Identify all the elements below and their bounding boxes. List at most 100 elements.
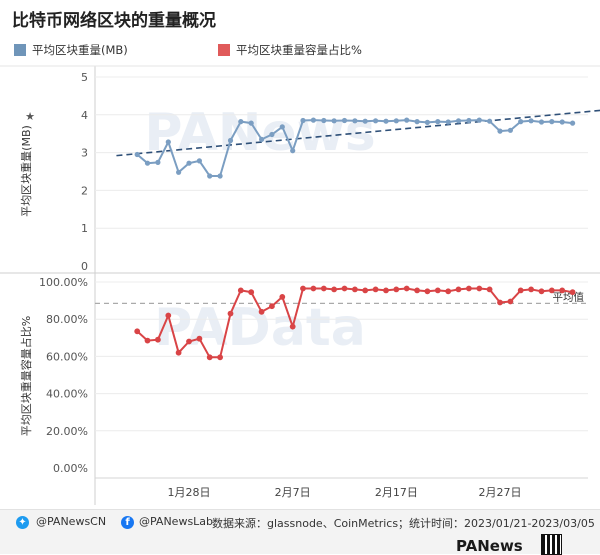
data-point <box>372 286 379 293</box>
data-point <box>310 285 317 292</box>
data-point <box>352 118 358 124</box>
y-axis-title: 平均区块重量容量占比% <box>19 316 33 436</box>
data-point <box>507 127 513 133</box>
data-point <box>134 328 141 335</box>
data-point <box>570 120 576 126</box>
data-point <box>165 139 171 145</box>
data-point <box>487 118 493 124</box>
data-point <box>279 294 286 300</box>
data-point <box>269 131 275 138</box>
data-point <box>507 298 514 305</box>
data-point <box>476 117 482 123</box>
data-point <box>393 286 400 293</box>
data-point <box>248 120 254 126</box>
legend-item-weight[interactable]: 平均区块重量(MB) <box>14 42 128 58</box>
data-point <box>373 118 379 124</box>
data-point <box>227 310 234 317</box>
data-point <box>403 285 410 292</box>
data-point <box>528 118 534 124</box>
data-point <box>424 288 431 295</box>
y-tick-label: 20.00% <box>46 425 88 438</box>
data-point <box>155 336 161 343</box>
data-point <box>434 287 441 294</box>
data-point <box>559 119 565 125</box>
y-tick-label: 1 <box>81 222 88 235</box>
data-point <box>258 308 265 315</box>
data-point <box>289 323 296 330</box>
data-point <box>445 119 451 125</box>
facebook-handle[interactable]: @PANewsLab <box>139 515 214 528</box>
data-point <box>393 118 399 124</box>
data-point <box>206 354 213 361</box>
y-tick-label: 60.00% <box>46 350 88 363</box>
data-point <box>217 354 224 361</box>
data-point <box>279 124 285 130</box>
data-point <box>165 312 172 319</box>
x-tick-label: 2月7日 <box>275 486 311 499</box>
data-point <box>217 173 223 179</box>
data-point <box>569 289 576 296</box>
data-point <box>321 117 327 124</box>
data-point <box>518 119 524 125</box>
y-tick-label: 3 <box>81 147 88 160</box>
data-point <box>549 119 555 125</box>
data-point <box>435 119 441 125</box>
data-point <box>414 287 420 294</box>
brand-logo: PANews <box>456 537 523 555</box>
data-point <box>424 119 430 125</box>
data-point <box>476 285 483 292</box>
data-point <box>155 159 161 165</box>
data-point <box>466 117 472 124</box>
data-point <box>559 287 566 294</box>
data-point <box>528 286 534 293</box>
page-title: 比特币网络区块的重量概况 <box>12 11 216 31</box>
watermark-text: PANews <box>144 103 375 163</box>
data-point <box>341 117 348 124</box>
data-point <box>310 117 316 123</box>
pin-icon: ★ <box>25 110 35 123</box>
y-tick-label: 0.00% <box>53 462 88 475</box>
data-source: 数据来源：glassnode、CoinMetrics；统计时间：2023/01/… <box>212 517 595 530</box>
data-point <box>362 287 369 294</box>
data-point <box>538 288 545 295</box>
data-point <box>404 117 410 123</box>
data-point <box>455 118 462 124</box>
footer: ✦ @PANewsCN f @PANewsLab 数据来源：glassnode、… <box>0 509 600 555</box>
y-tick-label: 100.00% <box>39 276 88 289</box>
data-point <box>176 169 182 175</box>
data-point <box>196 335 203 342</box>
data-point <box>466 285 472 292</box>
y-tick-label: 2 <box>81 184 88 197</box>
data-point <box>331 286 337 293</box>
legend-swatch-red <box>218 44 230 56</box>
data-point <box>497 128 503 134</box>
y-tick-label: 0 <box>81 260 88 273</box>
data-point <box>341 285 348 292</box>
data-point <box>455 286 462 293</box>
data-point <box>175 349 182 356</box>
data-point <box>352 286 358 293</box>
average-line-label: 平均值 <box>553 290 585 303</box>
y-axis-title: 平均区块重量(MB) <box>19 125 33 217</box>
y-tick-label: 5 <box>81 71 88 84</box>
legend-label: 平均区块重量(MB) <box>32 43 128 57</box>
twitter-handle[interactable]: @PANewsCN <box>36 515 107 528</box>
data-point <box>383 118 389 124</box>
data-point <box>238 119 244 125</box>
data-point <box>144 337 151 344</box>
data-point <box>248 289 255 296</box>
y-tick-label: 80.00% <box>46 313 88 326</box>
data-point <box>548 287 555 294</box>
data-point <box>517 287 524 294</box>
data-point <box>538 119 545 125</box>
legend-item-capacity[interactable]: 平均区块重量容量占比% <box>218 42 362 58</box>
chart-svg: PANews012345平均区块重量(MB)PAData0.00%20.00%4… <box>0 65 600 505</box>
data-point <box>383 287 389 294</box>
data-point <box>414 119 420 125</box>
data-point <box>207 173 213 179</box>
data-point <box>227 137 234 144</box>
data-point <box>300 117 306 124</box>
data-point <box>134 151 140 158</box>
data-point <box>497 299 503 306</box>
data-point <box>300 285 306 292</box>
